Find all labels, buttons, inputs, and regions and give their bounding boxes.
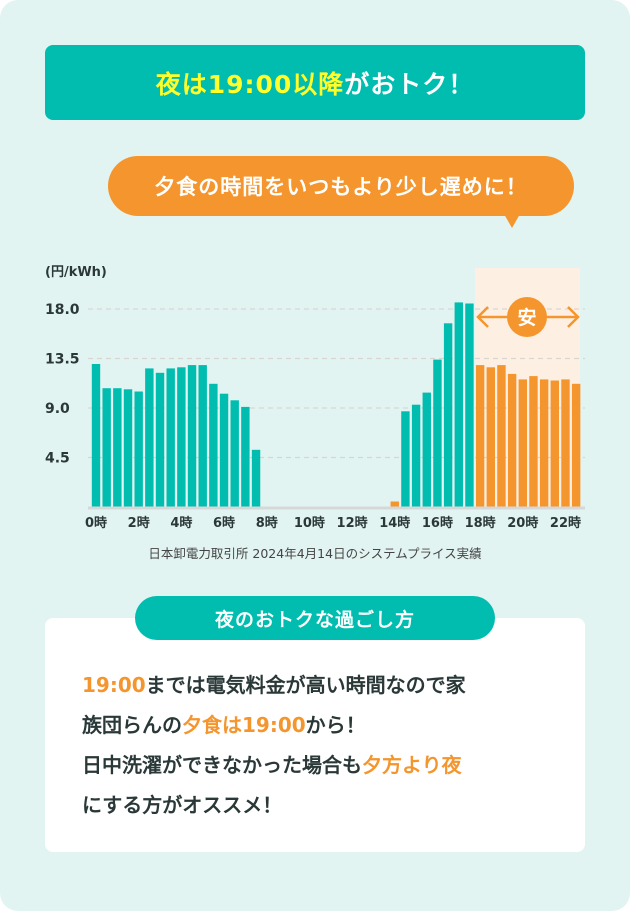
x-tick-label: 0時 (85, 515, 107, 531)
x-tick-label: 2時 (128, 515, 150, 531)
x-tick-label: 10時 (294, 515, 325, 531)
body-text: 族団らんの (82, 713, 182, 737)
bar (145, 368, 154, 507)
bar (443, 323, 453, 507)
x-tick-label: 22時 (550, 515, 581, 531)
speech-bubble-text: 夕食の時間をいつもより少し遅めに！ (154, 175, 528, 199)
tips-line: にする方がオススメ！ (82, 785, 466, 825)
bar (230, 400, 239, 507)
y-tick-label: 9.0 (45, 401, 70, 417)
tips-title: 夜のおトクな過ごし方 (135, 596, 495, 640)
bar (113, 388, 122, 507)
bar (155, 372, 165, 507)
bar (411, 404, 421, 507)
chart-source-note: 日本卸電力取引所 2024年4月14日のシステムプライス実績 (148, 546, 482, 561)
highlight-text: 19:00 (82, 673, 146, 697)
y-tick-label: 4.5 (45, 451, 70, 467)
arrow-right-icon (567, 306, 580, 328)
x-tick-label: 6時 (213, 515, 235, 531)
y-tick-label: 13.5 (45, 352, 80, 368)
body-text: 日中洗濯ができなかった場合も (82, 753, 362, 777)
bar (91, 364, 101, 507)
bar (475, 365, 485, 507)
bar (209, 383, 218, 507)
bar (390, 501, 399, 507)
bar (241, 406, 250, 507)
bar (198, 365, 207, 507)
x-tick-label: 14時 (379, 515, 410, 531)
x-tick-label: 4時 (170, 515, 192, 531)
x-tick-label: 8時 (256, 515, 278, 531)
x-tick-label: 18時 (465, 515, 496, 531)
bar (166, 368, 175, 507)
bar (529, 376, 538, 507)
bar (571, 383, 581, 507)
bar (422, 392, 431, 507)
cheap-badge-label: 安 (517, 306, 536, 329)
bar (507, 373, 517, 507)
tips-line: 19:00までは電気料金が高い時間なので家 (82, 665, 466, 705)
bar (102, 388, 111, 507)
bar (134, 391, 143, 507)
tips-line: 族団らんの夕食は19:00から！ (82, 705, 466, 745)
tips-body: 19:00までは電気料金が高い時間なので家 族団らんの夕食は19:00から！ 日中洗… (82, 665, 466, 825)
bar (251, 449, 261, 507)
bar (497, 365, 506, 507)
headline-rest: がおトク！ (344, 69, 475, 99)
y-axis-label: (円/kWh) (45, 265, 107, 280)
highlight-text: 夕方より夜 (362, 753, 462, 777)
arrow-left-icon (476, 306, 489, 328)
cheap-badge (507, 297, 547, 337)
bar (550, 380, 560, 507)
tips-title-text: 夜のおトクな過ごし方 (214, 608, 415, 631)
speech-bubble: 夕食の時間をいつもより少し遅めに！ (108, 156, 574, 216)
y-tick-label: 18.0 (45, 302, 80, 318)
bar (177, 367, 186, 507)
cheap-annotation: 安 (476, 297, 580, 337)
body-text: にする方がオススメ！ (82, 793, 283, 817)
bar (433, 359, 442, 507)
speech-bubble-tail (504, 214, 520, 228)
x-tick-label: 16時 (422, 515, 453, 531)
bar (454, 302, 463, 507)
tips-line: 日中洗濯ができなかった場合も夕方より夜 (82, 745, 466, 785)
bar (187, 365, 197, 507)
bar (123, 389, 133, 507)
bar (539, 379, 549, 507)
highlight-text: 夕食は19:00 (182, 713, 306, 737)
headline-banner: 夜は19:00以降 がおトク！ (45, 45, 585, 120)
body-text: から！ (305, 713, 366, 737)
bar (486, 367, 495, 507)
bar (465, 303, 474, 507)
body-text: までは電気料金が高い時間なので家 (145, 673, 466, 697)
x-tick-label: 20時 (507, 515, 538, 531)
bar (219, 393, 229, 507)
bar (401, 411, 410, 507)
price-bar-chart: (円/kWh) 4.5 9.0 13.5 18.0 0時 2時 4時 6時 8時 10時 12時 1… (45, 265, 585, 531)
bar (518, 379, 527, 507)
x-tick-label: 12時 (337, 515, 368, 531)
headline-highlight: 夜は19:00以降 (155, 69, 345, 99)
tips-card (45, 618, 585, 852)
bar (561, 379, 570, 507)
